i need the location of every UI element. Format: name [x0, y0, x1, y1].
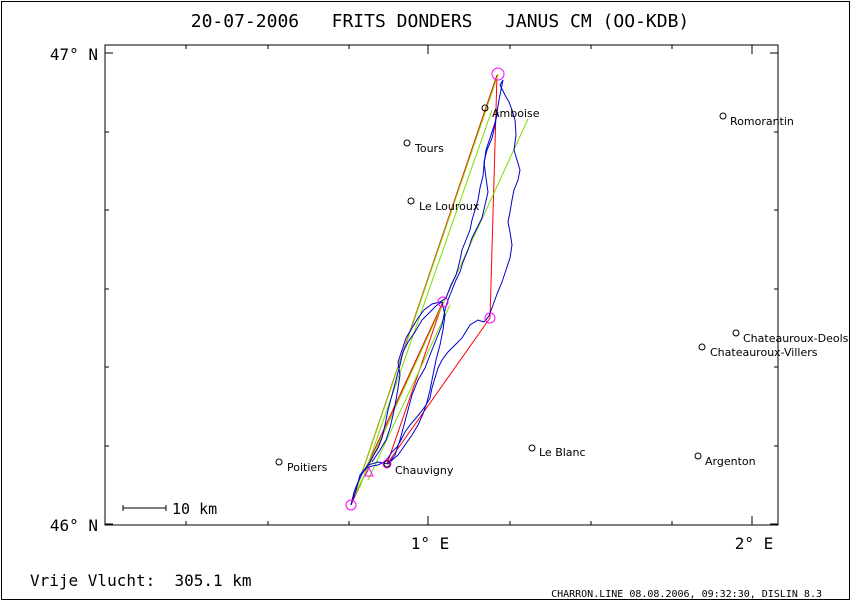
route-legs — [350, 73, 529, 506]
lon-label-1e: 1° E — [411, 534, 450, 553]
left-axis-ticks — [105, 52, 113, 525]
place-marker-poitiers — [275, 458, 283, 466]
route-leg-green-3 — [359, 109, 493, 488]
scale-bar — [122, 505, 167, 511]
place-labels: Amboise Tours Romorantin Le Louroux Chat… — [287, 107, 849, 477]
route-leg-red-2 — [489, 74, 498, 319]
turnpoints — [345, 67, 505, 511]
place-label-amboise: Amboise — [492, 107, 540, 120]
route-leg-red-6 — [364, 301, 444, 471]
place-label-chateauroux-deols: Chateauroux-Deols — [743, 332, 849, 345]
place-label-tours: Tours — [414, 142, 444, 155]
place-marker-chateauroux-villers — [698, 343, 706, 351]
turnpoint-chauvigny — [382, 459, 392, 469]
software-info: CHARRON.LINE 08.08.2006, 09:32:30, DISLI… — [551, 589, 822, 600]
place-marker-amboise — [481, 104, 489, 112]
top-axis-ticks — [185, 45, 753, 54]
gps-track — [350, 79, 521, 506]
turnpoint-triangle — [364, 466, 374, 477]
lon-label-2e: 2° E — [735, 534, 774, 553]
lat-bottom-label: 46° N — [50, 516, 98, 535]
place-marker-tours — [403, 139, 411, 147]
place-marker-le-louroux — [407, 197, 415, 205]
place-marker-chauvigny — [383, 460, 391, 468]
gps-track-tertiary — [371, 111, 499, 463]
place-label-poitiers: Poitiers — [287, 461, 328, 474]
lat-top-label: 47° N — [50, 45, 98, 64]
place-label-romorantin: Romorantin — [730, 115, 794, 128]
turnpoint-north — [491, 67, 505, 81]
place-marker-romorantin — [719, 112, 727, 120]
place-markers — [275, 104, 740, 468]
map-plot-area — [104, 44, 779, 526]
place-label-chateauroux-villers: Chateauroux-Villers — [710, 346, 818, 359]
place-label-le-blanc: Le Blanc — [539, 446, 586, 459]
route-leg-green-4 — [367, 304, 451, 481]
gps-track-secondary — [364, 301, 446, 471]
bottom-axis-ticks — [185, 516, 753, 525]
turnpoint-start — [345, 499, 357, 511]
place-label-chauvigny: Chauvigny — [395, 464, 454, 477]
place-marker-argenton — [694, 452, 702, 460]
right-axis-ticks — [770, 52, 778, 525]
route-leg-green-1 — [350, 74, 499, 506]
turnpoint-mid — [437, 296, 449, 308]
place-label-le-louroux: Le Louroux — [419, 200, 480, 213]
place-marker-le-blanc — [528, 444, 536, 452]
place-marker-chateauroux-deols — [732, 329, 740, 337]
free-flight-distance: Vrije Vlucht: 305.1 km — [30, 571, 252, 590]
flight-title: 20-07-2006 FRITS DONDERS JANUS CM (OO-KD… — [191, 11, 690, 32]
place-label-argenton: Argenton — [705, 455, 756, 468]
route-leg-red-4 — [386, 301, 444, 465]
scale-bar-label: 10 km — [172, 500, 217, 518]
route-leg-red-3 — [386, 317, 491, 465]
turnpoint-east — [484, 312, 496, 324]
